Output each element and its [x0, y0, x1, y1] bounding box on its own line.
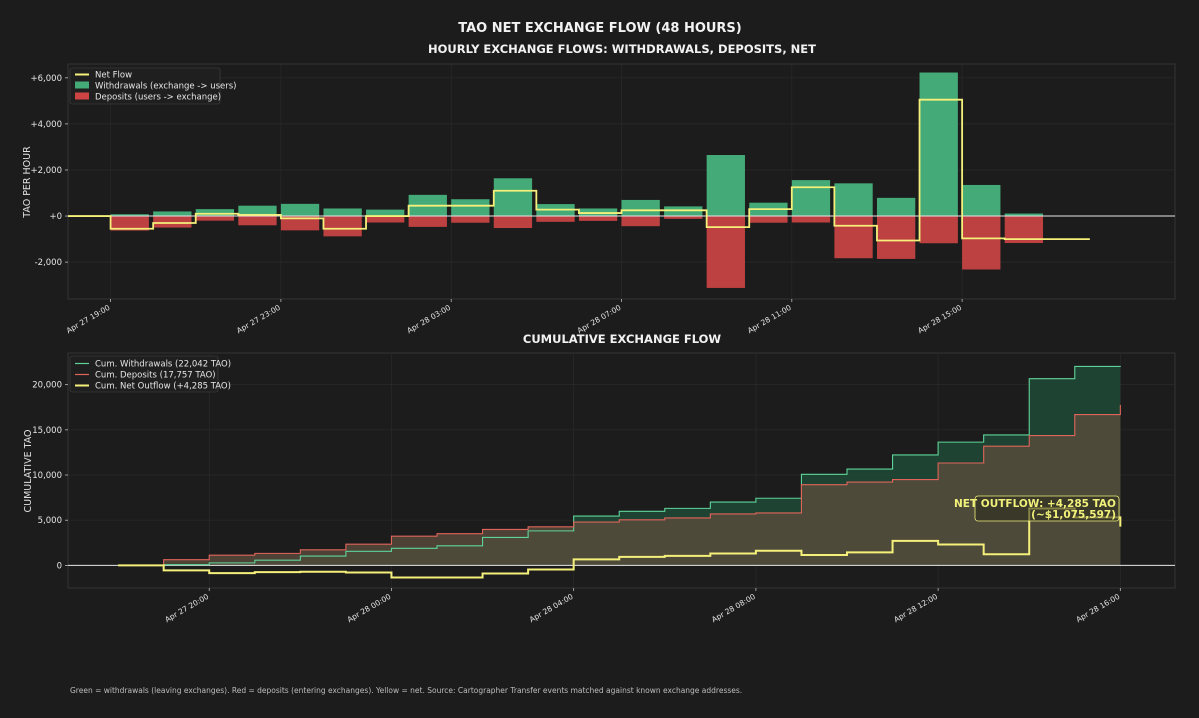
x-tick-label: Apr 27 20:00	[163, 592, 210, 624]
y-tick-label: 20,000	[32, 381, 62, 391]
hourly-chart-title: HOURLY EXCHANGE FLOWS: WITHDRAWALS, DEPO…	[428, 42, 816, 56]
x-tick-label: Apr 28 03:00	[405, 303, 452, 335]
x-tick-label: Apr 28 00:00	[346, 592, 393, 624]
y-tick-label: +0	[49, 212, 62, 222]
withdrawal-bar	[664, 206, 703, 217]
x-tick-label: Apr 28 15:00	[916, 303, 963, 335]
withdrawal-bar	[621, 199, 660, 217]
annotation-line-2: (~$1,075,597)	[1031, 509, 1116, 521]
withdrawal-bar	[153, 211, 192, 217]
legend-withdrawals-swatch	[75, 81, 89, 89]
legend-net-flow-label: Net Flow	[95, 71, 132, 81]
withdrawal-bar	[323, 208, 362, 217]
x-tick-label: Apr 28 04:00	[528, 592, 575, 624]
footnote: Green = withdrawals (leaving exchanges).…	[70, 686, 742, 695]
hourly-legend-box	[69, 67, 221, 105]
deposit-bar	[536, 216, 575, 222]
withdrawal-bar	[366, 209, 405, 217]
hourly-x-ticks: Apr 27 19:00 Apr 27 23:00 Apr 28 03:00 Apr …	[65, 299, 963, 335]
deposit-bar	[493, 216, 533, 229]
cum-deposits-area	[118, 404, 1121, 566]
withdrawal-bar	[195, 209, 235, 217]
cumulative-chart-title: CUMULATIVE EXCHANGE FLOW	[523, 332, 722, 346]
hourly-flows-panel: HOURLY EXCHANGE FLOWS: WITHDRAWALS, DEPO…	[22, 42, 1176, 335]
y-tick-label: +2,000	[31, 166, 62, 176]
withdrawal-bar	[493, 178, 533, 217]
deposit-bar	[706, 216, 745, 288]
deposit-bar	[195, 216, 235, 221]
cum-net-outflow-line	[118, 507, 1122, 579]
deposit-bar	[280, 216, 320, 231]
withdrawal-bar	[238, 205, 277, 217]
deposit-bar	[578, 216, 618, 221]
withdrawal-bar	[834, 183, 873, 217]
cum-withdrawals-line	[118, 365, 1121, 566]
withdrawal-bar	[1004, 213, 1044, 217]
cumulative-y-ticks: 0 5,000 10,000 15,000 20,000	[32, 381, 68, 571]
x-tick-label: Apr 28 16:00	[1074, 592, 1121, 624]
y-tick-label: 10,000	[32, 471, 62, 481]
withdrawal-bar	[962, 184, 1001, 217]
deposit-bar	[323, 216, 362, 237]
withdrawal-bar	[919, 72, 958, 217]
y-tick-label: -2,000	[35, 258, 62, 268]
x-tick-label: Apr 28 08:00	[710, 592, 757, 624]
hourly-y-ticks: -2,000 +0 +2,000 +4,000 +6,000	[31, 74, 68, 268]
y-tick-label: +4,000	[31, 120, 62, 130]
x-tick-label: Apr 28 11:00	[746, 303, 793, 335]
x-tick-label: Apr 27 23:00	[235, 303, 282, 335]
cumulative-legend: Cum. Withdrawals (22,042 TAO) Cum. Depos…	[69, 355, 231, 393]
deposit-bar	[876, 216, 916, 259]
withdrawal-bar	[706, 155, 745, 217]
withdrawal-bar	[451, 199, 490, 217]
deposit-bar	[153, 216, 192, 228]
deposit-bar	[110, 216, 149, 231]
cumulative-x-ticks: Apr 27 20:00 Apr 28 00:00 Apr 28 04:00 Apr …	[163, 588, 1122, 624]
deposit-bar	[451, 216, 490, 223]
x-tick-label: Apr 27 19:00	[65, 303, 112, 335]
withdrawal-bar	[791, 180, 831, 217]
deposit-bar	[962, 216, 1001, 270]
hourly-legend: Net Flow Withdrawals (exchange -> users)…	[69, 67, 237, 105]
x-tick-label: Apr 28 12:00	[892, 592, 939, 624]
deposit-bar	[664, 216, 703, 219]
deposit-bar	[621, 216, 660, 227]
deposit-bar	[366, 216, 405, 223]
net-flow-line	[68, 98, 1090, 242]
legend-cum-deposits-label: Cum. Deposits (17,757 TAO)	[95, 371, 216, 381]
cumulative-lines	[68, 365, 1175, 579]
hourly-lines	[68, 98, 1175, 242]
withdrawal-bar	[280, 203, 320, 217]
annotation-box	[974, 495, 1120, 522]
deposit-bar	[749, 216, 788, 223]
deposit-bar	[238, 216, 277, 226]
deposit-bar	[791, 216, 831, 223]
deposit-bar	[408, 216, 447, 227]
cumulative-y-axis-label: CUMULATIVE TAO	[23, 429, 34, 512]
hourly-bars	[110, 72, 1044, 288]
y-tick-label: 5,000	[38, 516, 62, 526]
withdrawal-bar	[110, 214, 149, 217]
legend-deposits-label: Deposits (users -> exchange)	[95, 93, 221, 103]
legend-cum-withdrawals-label: Cum. Withdrawals (22,042 TAO)	[95, 360, 231, 370]
legend-cum-net-label: Cum. Net Outflow (+4,285 TAO)	[95, 382, 231, 392]
cum-deposits-line	[118, 404, 1121, 566]
cumulative-legend-box	[69, 355, 219, 393]
cumulative-fills	[118, 366, 1121, 566]
x-tick-label: Apr 28 07:00	[576, 303, 623, 335]
cumulative-flows-panel: CUMULATIVE EXCHANGE FLOW 0 5,000 10,000 15,…	[23, 332, 1176, 624]
annotation-line-1: NET OUTFLOW: +4,285 TAO	[954, 498, 1116, 510]
deposit-bar	[919, 216, 958, 244]
y-tick-label: +6,000	[31, 74, 62, 84]
legend-deposits-swatch	[75, 92, 89, 100]
y-tick-label: 15,000	[32, 426, 62, 436]
figure-title: TAO NET EXCHANGE FLOW (48 HOURS)	[458, 21, 742, 36]
legend-withdrawals-label: Withdrawals (exchange -> users)	[95, 82, 237, 92]
y-tick-label: 0	[57, 561, 62, 571]
net-outflow-annotation: NET OUTFLOW: +4,285 TAO (~$1,075,597)	[954, 495, 1120, 522]
deposit-bar	[834, 216, 873, 259]
withdrawal-bar	[876, 197, 916, 217]
hourly-y-axis-label: TAO PER HOUR	[22, 146, 33, 219]
